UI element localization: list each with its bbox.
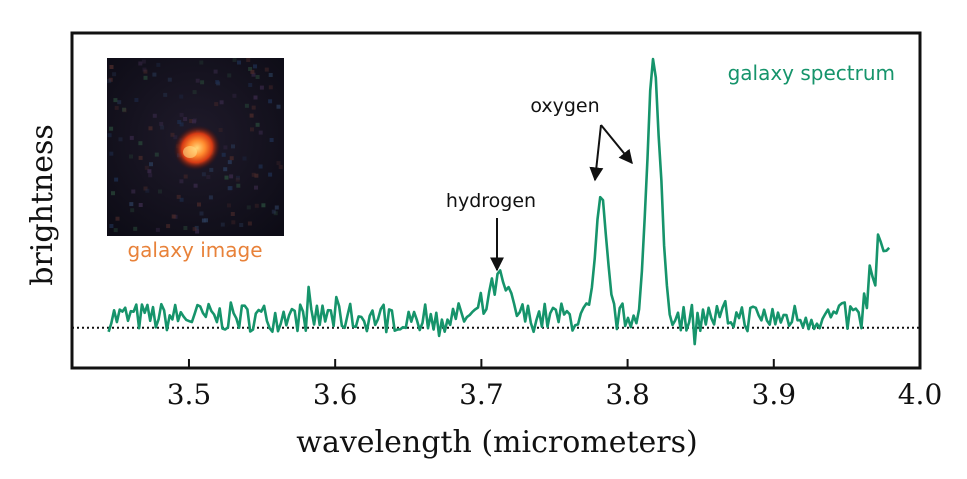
annotation-hydrogen: hydrogen	[446, 190, 536, 212]
y-axis-label: brightness	[25, 124, 60, 286]
x-axis-ticks: 3.5 3.6 3.7 3.8 3.9 4.0	[167, 359, 943, 411]
arrow-oxygen-right	[600, 124, 633, 165]
x-tick-label: 3.6	[313, 378, 358, 411]
inset-caption: galaxy image	[127, 238, 262, 262]
x-tick-label: 3.7	[459, 378, 504, 411]
x-tick-label: 3.8	[605, 378, 650, 411]
annotation-oxygen: oxygen	[530, 95, 599, 117]
x-axis-label: wavelength (micrometers)	[296, 425, 697, 460]
x-tick-label: 4.0	[898, 378, 943, 411]
legend-label: galaxy spectrum	[728, 61, 895, 85]
galaxy-blob	[173, 125, 221, 171]
galaxy-image-inset	[107, 58, 284, 236]
series-line-galaxy-spectrum	[107, 57, 891, 346]
arrow-oxygen-left	[589, 124, 604, 182]
x-tick-label: 3.9	[752, 378, 797, 411]
x-tick-label: 3.5	[167, 378, 212, 411]
